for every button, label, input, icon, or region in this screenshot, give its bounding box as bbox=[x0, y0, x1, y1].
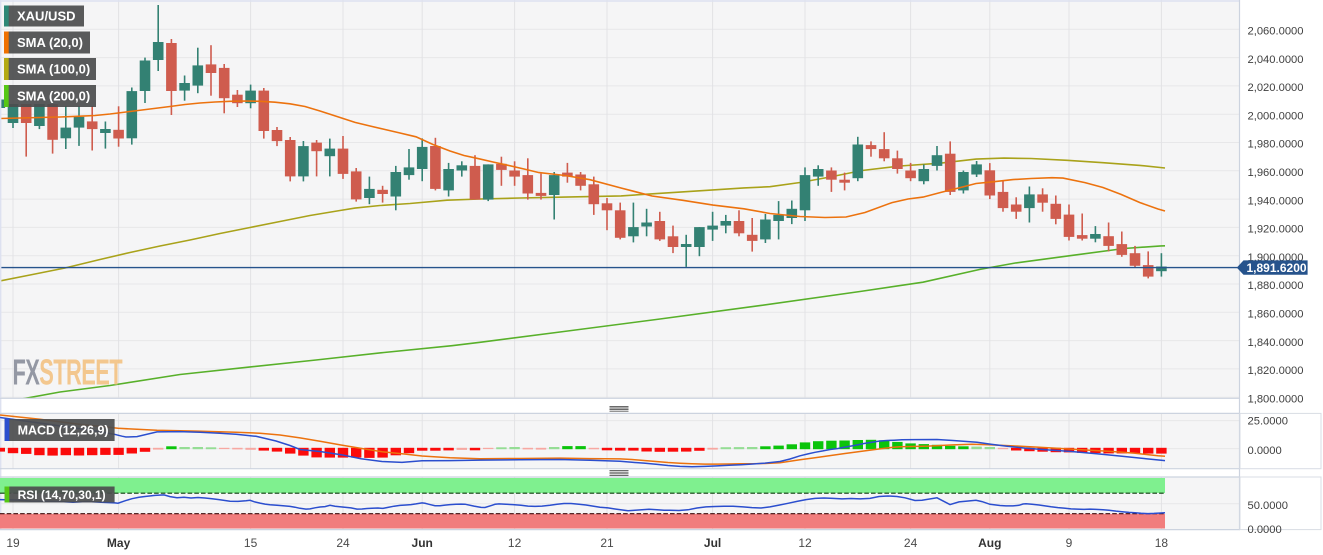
svg-text:SMA (20,0): SMA (20,0) bbox=[17, 35, 83, 50]
svg-text:MACD (12,26,9): MACD (12,26,9) bbox=[18, 424, 109, 438]
svg-text:15: 15 bbox=[244, 536, 258, 550]
svg-text:2,060.0000: 2,060.0000 bbox=[1248, 26, 1304, 38]
svg-text:Jul: Jul bbox=[704, 536, 721, 550]
svg-text:12: 12 bbox=[508, 536, 522, 550]
svg-text:2,000.0000: 2,000.0000 bbox=[1248, 110, 1304, 122]
svg-text:12: 12 bbox=[798, 536, 812, 550]
svg-text:1,820.0000: 1,820.0000 bbox=[1248, 365, 1304, 377]
svg-text:SMA (200,0): SMA (200,0) bbox=[17, 89, 90, 104]
svg-text:RSI (14,70,30,1): RSI (14,70,30,1) bbox=[18, 488, 106, 502]
svg-text:1,860.0000: 1,860.0000 bbox=[1248, 309, 1304, 321]
svg-text:1,880.0000: 1,880.0000 bbox=[1248, 280, 1304, 292]
svg-text:50.0000: 50.0000 bbox=[1248, 500, 1288, 512]
svg-text:1,891.6200: 1,891.6200 bbox=[1247, 261, 1307, 275]
svg-text:SMA (100,0): SMA (100,0) bbox=[17, 62, 90, 77]
svg-text:25.0000: 25.0000 bbox=[1248, 416, 1288, 428]
svg-text:FXSTREET: FXSTREET bbox=[13, 353, 124, 393]
svg-text:1,940.0000: 1,940.0000 bbox=[1248, 195, 1304, 207]
svg-text:May: May bbox=[107, 536, 131, 550]
svg-text:1,800.0000: 1,800.0000 bbox=[1248, 393, 1304, 405]
svg-text:24: 24 bbox=[336, 536, 350, 550]
svg-text:2,020.0000: 2,020.0000 bbox=[1248, 82, 1304, 94]
svg-text:1,920.0000: 1,920.0000 bbox=[1248, 224, 1304, 236]
svg-text:1,960.0000: 1,960.0000 bbox=[1248, 167, 1304, 179]
svg-text:Aug: Aug bbox=[978, 536, 1001, 550]
svg-text:0.0000: 0.0000 bbox=[1248, 524, 1282, 536]
svg-text:9: 9 bbox=[1066, 536, 1073, 550]
svg-text:Jun: Jun bbox=[412, 536, 433, 550]
svg-text:XAU/USD: XAU/USD bbox=[17, 9, 76, 24]
svg-text:2,040.0000: 2,040.0000 bbox=[1248, 54, 1304, 66]
svg-text:19: 19 bbox=[6, 536, 20, 550]
svg-text:18: 18 bbox=[1155, 536, 1169, 550]
svg-text:1,840.0000: 1,840.0000 bbox=[1248, 337, 1304, 349]
svg-text:21: 21 bbox=[600, 536, 614, 550]
svg-text:0.0000: 0.0000 bbox=[1248, 445, 1282, 457]
svg-text:24: 24 bbox=[904, 536, 918, 550]
svg-text:1,980.0000: 1,980.0000 bbox=[1248, 139, 1304, 151]
